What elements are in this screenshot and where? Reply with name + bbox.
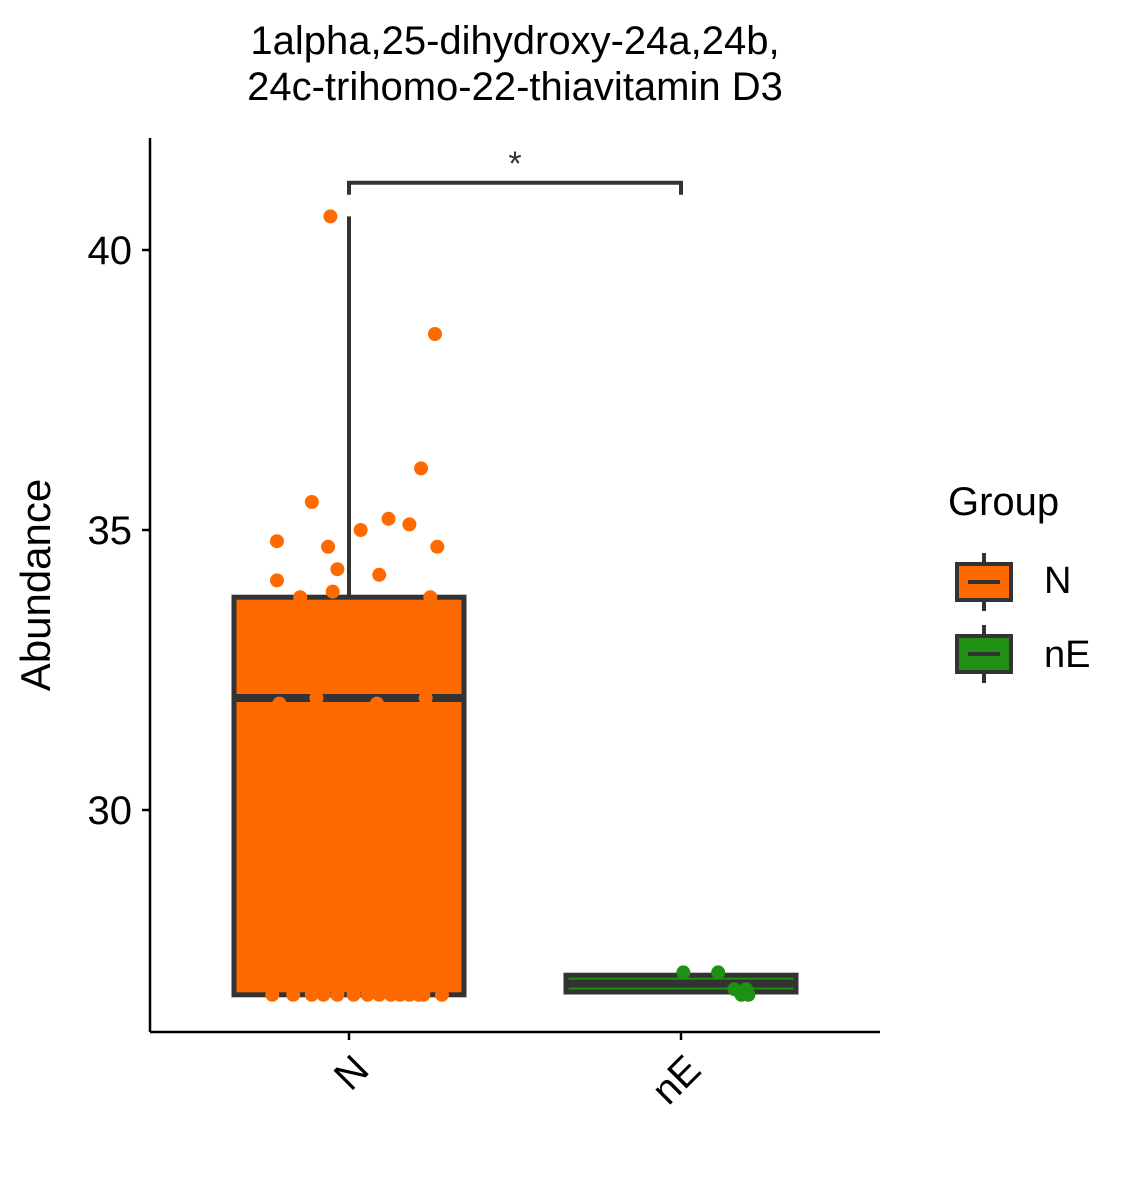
legend-title: Group: [948, 480, 1060, 524]
significance-label: *: [508, 145, 521, 183]
boxes-layer: [231, 216, 799, 998]
data-point-n-7: [323, 209, 338, 224]
data-point-n-23: [265, 987, 280, 1002]
data-point-n-9: [330, 562, 345, 577]
data-point-n-16: [418, 691, 433, 705]
legend-key-box-n: [955, 562, 1013, 602]
legend-keys-layer: [955, 553, 1013, 683]
data-point-ne-5: [741, 987, 756, 1002]
legend-label-n: N: [1044, 560, 1072, 602]
data-point-n-1: [269, 534, 284, 549]
legend-key-box-ne: [955, 634, 1013, 674]
data-point-n-29: [360, 987, 375, 1002]
data-point-n-28: [346, 987, 361, 1002]
y-tick-label-40: 40: [88, 229, 133, 273]
data-point-n-3: [293, 590, 308, 605]
data-point-n-24: [286, 987, 301, 1002]
data-point-n-11: [369, 696, 384, 711]
data-point-n-18: [427, 327, 442, 341]
data-point-n-26: [316, 987, 331, 1002]
data-point-n-21: [418, 635, 433, 649]
data-point-n-35: [416, 987, 431, 1002]
points-layer: [249, 209, 756, 1002]
chart-title-line-1: 1alpha,25-dihydroxy-24a,24b,: [250, 19, 780, 63]
significance-bracket: [347, 180, 683, 195]
data-point-n-5: [309, 691, 324, 705]
data-point-n-8: [325, 584, 340, 599]
data-point-n-17: [423, 590, 438, 605]
data-point-n-25: [304, 987, 319, 1002]
data-point-ne-1: [711, 965, 726, 980]
x-tick-label-n: N: [326, 1047, 378, 1099]
data-point-n-12: [372, 567, 387, 582]
data-point-n-0: [249, 607, 264, 621]
y-tick-label-35: 35: [88, 509, 133, 553]
chart-title: 1alpha,25-dihydroxy-24a,24b, 24c-trihomo…: [0, 18, 1030, 110]
data-point-n-27: [330, 987, 345, 1002]
data-point-n-6: [321, 539, 336, 554]
y-axis-label: Abundance: [12, 479, 59, 692]
box-n: [231, 594, 467, 998]
data-point-n-4: [304, 495, 319, 509]
data-point-n-14: [402, 517, 417, 532]
y-tick-label-30: 30: [88, 789, 133, 833]
x-tick-label-ne: nE: [644, 1047, 710, 1113]
data-point-n-10: [353, 523, 368, 537]
chart-title-line-2: 24c-trihomo-22-thiavitamin D3: [247, 65, 783, 109]
data-point-n-20: [430, 539, 445, 554]
data-point-n-2: [269, 573, 284, 588]
data-point-n-22: [272, 696, 287, 711]
data-point-n-36: [434, 987, 449, 1002]
legend-label-ne: nE: [1044, 634, 1091, 676]
data-point-n-15: [414, 461, 429, 476]
data-point-ne-0: [676, 965, 691, 980]
data-point-n-30: [372, 987, 387, 1002]
data-point-n-13: [381, 511, 396, 526]
